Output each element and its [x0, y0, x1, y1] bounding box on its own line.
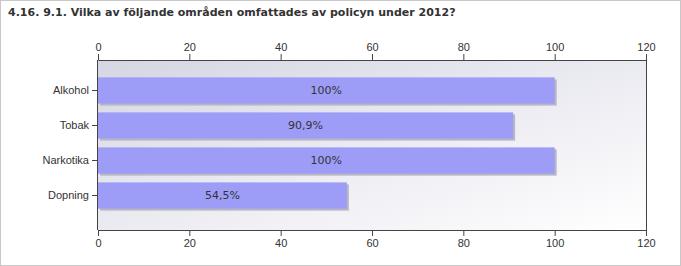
x-tick-label: 80 — [458, 41, 470, 53]
x-tick-mark — [555, 54, 556, 60]
chart-border — [1, 1, 681, 266]
x-tick-label: 120 — [637, 41, 655, 53]
x-tick: 60 — [366, 230, 378, 249]
plot-background — [98, 60, 646, 230]
x-tick: 120 — [637, 41, 655, 60]
category-label: Tobak — [60, 119, 90, 131]
x-tick-label: 100 — [546, 237, 564, 249]
data-label: 100% — [311, 154, 342, 167]
y-tick-mark — [92, 125, 98, 126]
x-tick: 80 — [458, 41, 470, 60]
x-tick-label: 20 — [184, 41, 196, 53]
plot-frame — [646, 60, 647, 230]
x-tick-mark — [281, 230, 282, 236]
x-tick: 20 — [184, 230, 196, 249]
category-label: Narkotika — [43, 154, 90, 166]
x-tick-mark — [646, 230, 647, 236]
x-tick: 60 — [366, 41, 378, 60]
x-tick-label: 0 — [95, 237, 101, 249]
x-tick-mark — [463, 230, 464, 236]
y-tick-mark — [92, 90, 98, 91]
x-tick: 120 — [637, 230, 655, 249]
data-label: 90,9% — [288, 119, 323, 132]
x-tick-label: 40 — [275, 237, 287, 249]
x-tick-label: 60 — [366, 237, 378, 249]
x-tick-mark — [463, 54, 464, 60]
x-tick-mark — [555, 230, 556, 236]
x-tick: 100 — [546, 41, 564, 60]
x-tick: 80 — [458, 230, 470, 249]
bar — [98, 182, 347, 208]
x-tick: 100 — [546, 230, 564, 249]
x-tick-label: 120 — [637, 237, 655, 249]
y-axis: Alkohol Tobak Narkotika Dopning — [43, 60, 98, 230]
y-axis-line — [97, 60, 98, 230]
bar — [98, 147, 555, 173]
y-tick-mark — [92, 160, 98, 161]
x-tick-mark — [372, 230, 373, 236]
x-tick-label: 60 — [366, 41, 378, 53]
x-tick-mark — [646, 54, 647, 60]
bar — [98, 112, 513, 138]
y-tick: Tobak — [60, 119, 98, 131]
x-tick-mark — [189, 230, 190, 236]
y-tick: Narkotika — [43, 154, 98, 166]
x-tick-mark — [189, 54, 190, 60]
x-tick-label: 100 — [546, 41, 564, 53]
x-tick-mark — [281, 54, 282, 60]
x-tick-label: 0 — [95, 41, 101, 53]
data-labels: 100% 90,9% 100% 54,5% — [205, 84, 342, 202]
x-tick-mark — [372, 54, 373, 60]
x-tick-mark — [98, 54, 99, 60]
x-tick-label: 20 — [184, 237, 196, 249]
x-tick: 40 — [275, 230, 287, 249]
x-axis-bottom: 0 20 40 60 80 100 120 — [95, 230, 655, 249]
x-axis-top: 0 20 40 60 80 100 120 — [95, 41, 655, 61]
x-tick-label: 40 — [275, 41, 287, 53]
category-label: Dopning — [48, 189, 89, 201]
x-tick-mark — [98, 230, 99, 236]
x-tick: 0 — [95, 230, 101, 249]
category-label: Alkohol — [53, 84, 89, 96]
x-axis-top-line — [99, 60, 647, 61]
y-tick-mark — [92, 195, 98, 196]
bar — [98, 77, 555, 103]
x-tick: 20 — [184, 41, 196, 60]
chart-title: 4.16. 9.1. Vilka av följande områden omf… — [8, 6, 456, 19]
y-tick: Alkohol — [53, 84, 98, 96]
x-tick: 0 — [95, 41, 101, 60]
y-tick: Dopning — [48, 189, 98, 201]
data-label: 54,5% — [205, 189, 240, 202]
chart: 4.16. 9.1. Vilka av följande områden omf… — [0, 0, 681, 266]
bars — [98, 77, 557, 210]
x-tick-label: 80 — [458, 237, 470, 249]
x-tick: 40 — [275, 41, 287, 60]
data-label: 100% — [311, 84, 342, 97]
